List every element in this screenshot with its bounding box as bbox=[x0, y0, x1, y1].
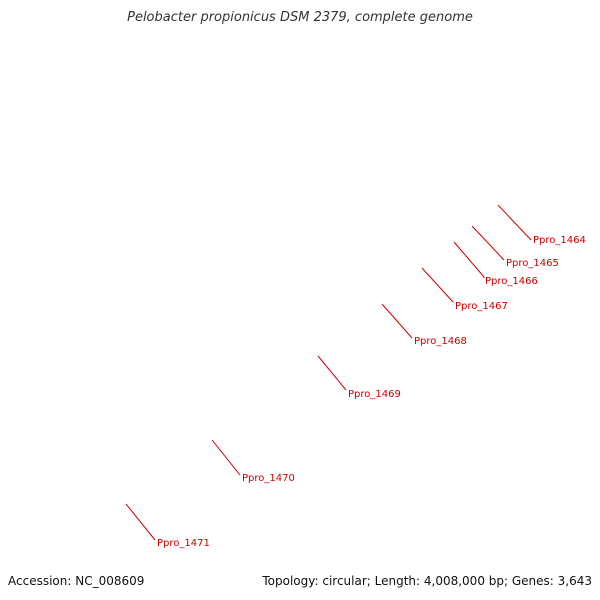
gene-label: Ppro_1465 bbox=[506, 258, 559, 269]
gene-leader-line bbox=[497, 204, 532, 241]
gene-leader-line bbox=[381, 303, 413, 339]
gene-leader-line bbox=[471, 225, 505, 261]
gene-label: Ppro_1470 bbox=[242, 473, 295, 484]
gene-label: Ppro_1467 bbox=[455, 301, 508, 312]
accession-text: Accession: NC_008609 bbox=[8, 574, 145, 588]
labels-layer: Ppro_1464 Ppro_1465 Ppro_1466 Ppro_1467 Ppro… bbox=[125, 204, 586, 549]
gene-label: Ppro_1471 bbox=[157, 538, 210, 549]
gene-label: Ppro_1468 bbox=[414, 336, 467, 347]
gene-leader-line bbox=[453, 241, 486, 278]
gene-leader-line bbox=[421, 267, 454, 303]
gene-leader-line bbox=[317, 355, 347, 391]
gene-label: Ppro_1464 bbox=[533, 235, 586, 246]
genome-title: Pelobacter propionicus DSM 2379, complet… bbox=[127, 10, 473, 25]
gene-leader-line bbox=[211, 439, 241, 476]
genome-summary-text: Topology: circular; Length: 4,008,000 bp… bbox=[262, 574, 592, 588]
gene-label: Ppro_1466 bbox=[485, 276, 538, 287]
gene-label: Ppro_1469 bbox=[348, 389, 401, 400]
gene-leader-line bbox=[125, 503, 156, 541]
